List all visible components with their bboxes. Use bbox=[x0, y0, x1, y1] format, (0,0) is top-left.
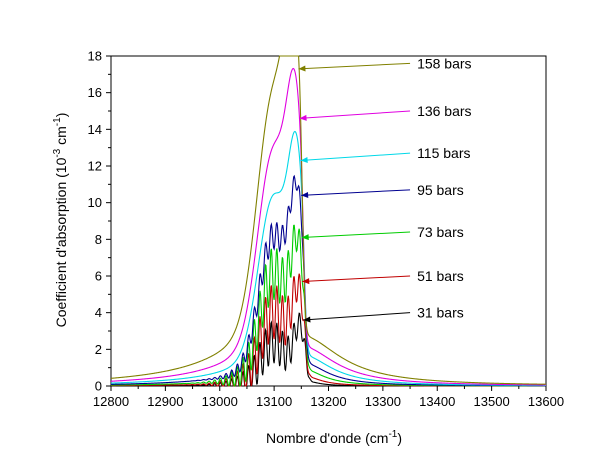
y-tick-label: 8 bbox=[95, 232, 102, 247]
arrow-line-5 bbox=[299, 110, 411, 119]
x-tick-label: 12900 bbox=[147, 394, 183, 409]
x-axis-title-end: ) bbox=[397, 430, 402, 446]
annotations: 31 bars 51 bars 73 bars 95 bars 115 bars 136 … bbox=[298, 55, 472, 323]
series-label-2: 73 bars bbox=[417, 224, 464, 240]
y-tick-label: 18 bbox=[88, 49, 102, 64]
series-line-2 bbox=[110, 224, 546, 388]
plot-area bbox=[110, 55, 547, 387]
y-tick-label: 16 bbox=[88, 85, 102, 100]
x-tick-label: 13300 bbox=[365, 394, 401, 409]
series-line-5 bbox=[110, 67, 547, 386]
y-tick-label: 0 bbox=[95, 379, 102, 394]
arrow-head-0 bbox=[303, 316, 311, 323]
x-tick-label: 13600 bbox=[528, 394, 564, 409]
arrow-line-6 bbox=[298, 62, 411, 70]
arrow-line-0 bbox=[303, 312, 411, 321]
y-tick-label: 14 bbox=[88, 122, 102, 137]
arrow-line-3 bbox=[301, 189, 411, 196]
series-label-5: 136 bars bbox=[417, 103, 471, 119]
y-axis-title-superscript-1: -3 bbox=[52, 148, 63, 157]
x-axis-title-superscript: -1 bbox=[388, 429, 397, 440]
x-tick-label: 13000 bbox=[202, 394, 238, 409]
arrow-head-2 bbox=[301, 234, 309, 241]
arrow-head-1 bbox=[302, 278, 310, 285]
y-axis: 0 2 4 6 8 10 12 14 16 18 bbox=[88, 49, 111, 394]
y-axis-title: Coefficient d'absorption (10-3 cm-1) bbox=[52, 113, 69, 328]
series-group bbox=[110, 55, 547, 388]
series-label-4: 115 bars bbox=[417, 145, 470, 161]
arrow-head-4 bbox=[300, 157, 308, 164]
series-label-6: 158 bars bbox=[417, 55, 471, 71]
y-axis-title-mid: cm bbox=[53, 126, 69, 149]
series-label-1: 51 bars bbox=[417, 268, 464, 284]
plot-border bbox=[110, 55, 547, 387]
arrow-head-3 bbox=[301, 191, 309, 198]
y-tick-label: 2 bbox=[95, 342, 102, 357]
series-line-4 bbox=[110, 130, 546, 386]
x-tick-label: 13500 bbox=[474, 394, 510, 409]
arrow-line-4 bbox=[300, 152, 411, 161]
x-tick-label: 12800 bbox=[93, 394, 129, 409]
arrow-line-2 bbox=[301, 231, 411, 238]
x-axis-title: Nombre d'onde (cm-1) bbox=[266, 429, 402, 446]
arrow-head-5 bbox=[299, 114, 307, 121]
series-label-3: 95 bars bbox=[417, 182, 464, 198]
x-axis: 12800 12900 13000 13100 13200 13300 13400 13500… bbox=[93, 386, 564, 409]
arrow-line-1 bbox=[302, 275, 411, 282]
x-tick-label: 13200 bbox=[310, 394, 346, 409]
arrow-head-6 bbox=[298, 65, 306, 72]
y-tick-label: 6 bbox=[95, 269, 102, 284]
series-line-3 bbox=[110, 174, 546, 387]
x-tick-label: 13400 bbox=[419, 394, 455, 409]
y-tick-label: 12 bbox=[88, 159, 102, 174]
y-axis-title-superscript-2: -1 bbox=[52, 117, 63, 126]
y-tick-label: 4 bbox=[95, 305, 102, 320]
series-label-0: 31 bars bbox=[417, 305, 464, 321]
x-tick-label: 13100 bbox=[256, 394, 292, 409]
y-tick-label: 10 bbox=[88, 195, 102, 210]
series-line-6 bbox=[110, 55, 546, 385]
y-axis-title-end: ) bbox=[53, 113, 69, 118]
